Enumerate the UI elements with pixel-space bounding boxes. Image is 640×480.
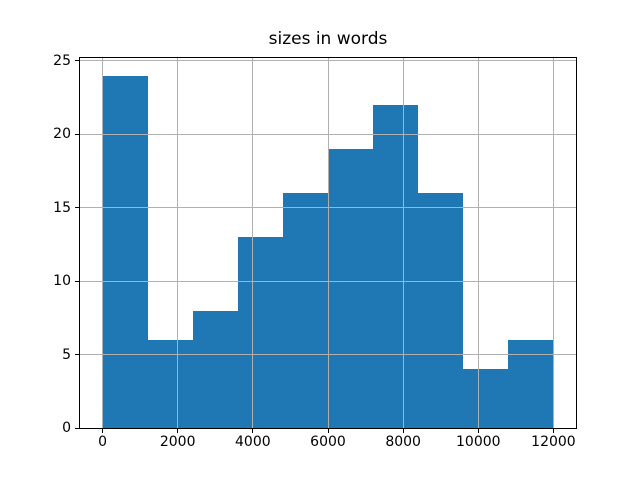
y-gridline [80,280,576,282]
y-gridline [80,207,576,209]
x-tick-label: 10000 [456,434,501,450]
histogram-bar [192,310,238,428]
y-tick-label: 5 [62,346,71,363]
y-tick-mark [75,280,79,282]
y-gridline [80,60,576,62]
y-tick-mark [75,133,79,135]
x-tick-label: 12000 [531,434,576,450]
x-tick-label: 0 [98,434,107,450]
histogram-bar [418,193,464,428]
histogram-bar [237,237,283,428]
x-gridline [327,58,329,428]
y-gridline [80,133,576,135]
histogram-bar [328,149,374,428]
x-tick-label: 6000 [310,434,346,450]
x-gridline [177,58,179,428]
y-tick-label: 25 [53,52,71,69]
y-tick-mark [75,207,79,209]
x-tick-mark [327,429,329,433]
y-tick-mark [75,354,79,356]
x-tick-label: 8000 [385,434,421,450]
x-tick-mark [177,429,179,433]
y-tick-label: 10 [53,273,71,290]
x-gridline [477,58,479,428]
y-tick-label: 0 [62,420,71,436]
histogram-bar [373,104,419,428]
x-gridline [552,58,554,428]
y-tick-mark [75,427,79,429]
x-gridline [402,58,404,428]
y-tick-label: 15 [53,199,71,216]
y-tick-label: 20 [53,126,71,143]
x-gridline [252,58,254,428]
x-tick-mark [102,429,104,433]
x-tick-label: 2000 [159,434,196,450]
plot-area [79,57,577,429]
y-tick-mark [75,60,79,62]
histogram-bar [282,193,328,428]
x-tick-mark [402,429,404,433]
x-tick-label: 4000 [235,434,271,450]
y-gridline [80,354,576,356]
chart-title: sizes in words [268,29,388,49]
y-gridline [80,427,576,428]
grid-layer [80,58,576,428]
x-tick-mark [252,429,254,433]
x-tick-mark [552,429,554,433]
histogram-bar [463,369,509,428]
x-tick-mark [477,429,479,433]
x-gridline [102,58,104,428]
